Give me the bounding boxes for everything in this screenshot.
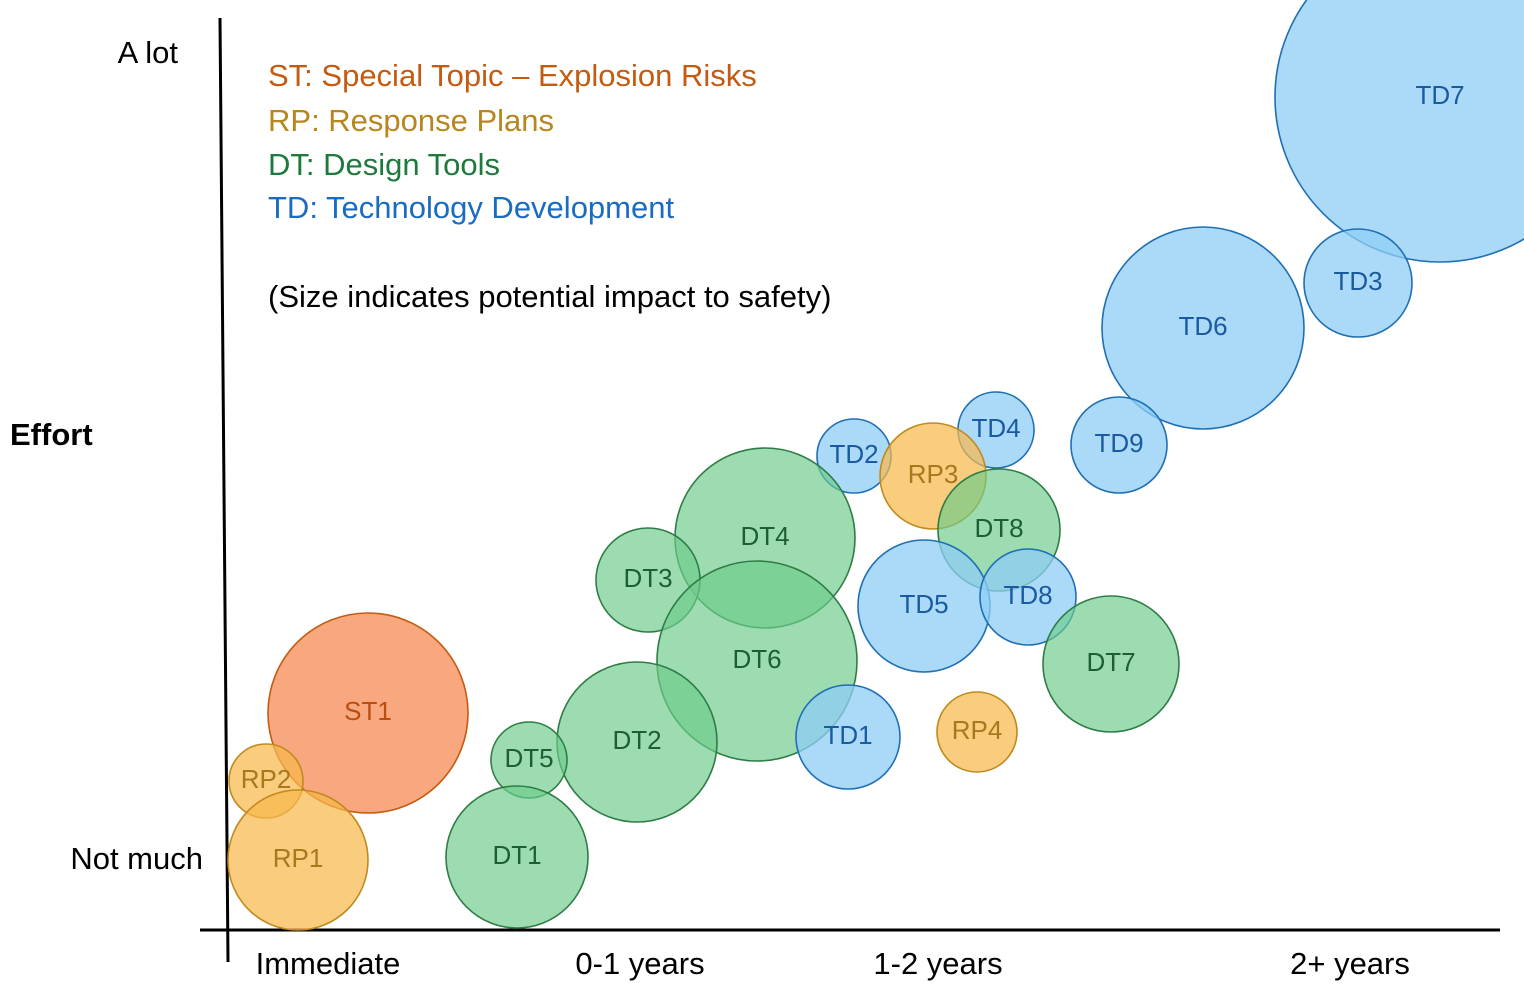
bubble-label: RP3 <box>908 459 959 489</box>
bubble-label: DT5 <box>504 743 553 773</box>
bubble-circle <box>267 612 469 814</box>
bubble-label: TD7 <box>1415 80 1464 110</box>
bubble-circle <box>445 785 589 929</box>
legend-item: DT: Design Tools <box>268 147 500 182</box>
bubble-circle <box>1070 396 1168 494</box>
bubble: RP4 <box>936 691 1018 773</box>
bubble: TD7 <box>1274 0 1524 263</box>
bubble-label: TD1 <box>823 720 872 750</box>
legend-item: ST: Special Topic – Explosion Risks <box>268 58 757 93</box>
bubble: TD3 <box>1303 228 1413 338</box>
bubble-label: DT1 <box>492 840 541 870</box>
x-tick-label: 2+ years <box>1290 946 1410 981</box>
bubble: DT2 <box>556 661 718 823</box>
bubble-circle <box>936 691 1018 773</box>
y-axis <box>218 17 230 963</box>
bubble: TD8 <box>979 548 1077 646</box>
bubble-circle <box>227 789 369 931</box>
bubble: TD9 <box>1070 396 1168 494</box>
bubble-label: TD9 <box>1094 428 1143 458</box>
x-tick-label: Immediate <box>256 946 401 981</box>
x-tick-label: 1-2 years <box>873 946 1002 981</box>
bubble: TD6 <box>1101 226 1305 430</box>
x-tick-label: 0-1 years <box>575 946 704 981</box>
bubble-label: TD3 <box>1333 266 1382 296</box>
bubble-label: DT2 <box>612 725 661 755</box>
bubble: ST1 <box>267 612 469 814</box>
bubble-label: DT8 <box>974 513 1023 543</box>
bubble-label: DT4 <box>740 521 789 551</box>
bubble-circle <box>1042 595 1180 733</box>
bubble-label: DT3 <box>623 563 672 593</box>
bubble: DT1 <box>445 785 589 929</box>
bubble: TD1 <box>795 684 901 790</box>
note: (Size indicates potential impact to safe… <box>268 279 831 314</box>
bubble-label: RP2 <box>241 764 292 794</box>
bubble-circle <box>1303 228 1413 338</box>
bubble: TD5 <box>857 539 991 673</box>
bubble: TD2 <box>816 418 892 494</box>
bubble-circle <box>1101 226 1305 430</box>
legend-item: TD: Technology Development <box>268 190 674 225</box>
bubble-circle <box>1274 0 1524 263</box>
bubble-label: ST1 <box>344 696 392 726</box>
bubble-label: DT7 <box>1086 647 1135 677</box>
bubble-label: TD8 <box>1003 580 1052 610</box>
legend-item: RP: Response Plans <box>268 103 554 138</box>
y-bottom-label: Not much <box>70 841 203 876</box>
bubble: DT5 <box>490 721 568 799</box>
bubbles: TD7 TD3 TD6 TD9 TD4 TD2 RP3 DT8 DT4 DT3 TD5 TD8 DT6 D… <box>227 0 1524 931</box>
bubble-circle <box>795 684 901 790</box>
bubble: DT7 <box>1042 595 1180 733</box>
bubble-label: TD4 <box>971 413 1020 443</box>
bubble-label: TD6 <box>1178 311 1227 341</box>
bubble-label: TD2 <box>829 439 878 469</box>
bubble-label: DT6 <box>732 644 781 674</box>
y-top-label: A lot <box>118 35 179 70</box>
y-axis-label: Effort <box>10 417 93 452</box>
bubble-label: RP4 <box>952 715 1003 745</box>
bubble-label: TD5 <box>899 589 948 619</box>
bubble: RP1 <box>227 789 369 931</box>
bubble-circle <box>979 548 1077 646</box>
bubble-label: RP1 <box>273 843 324 873</box>
